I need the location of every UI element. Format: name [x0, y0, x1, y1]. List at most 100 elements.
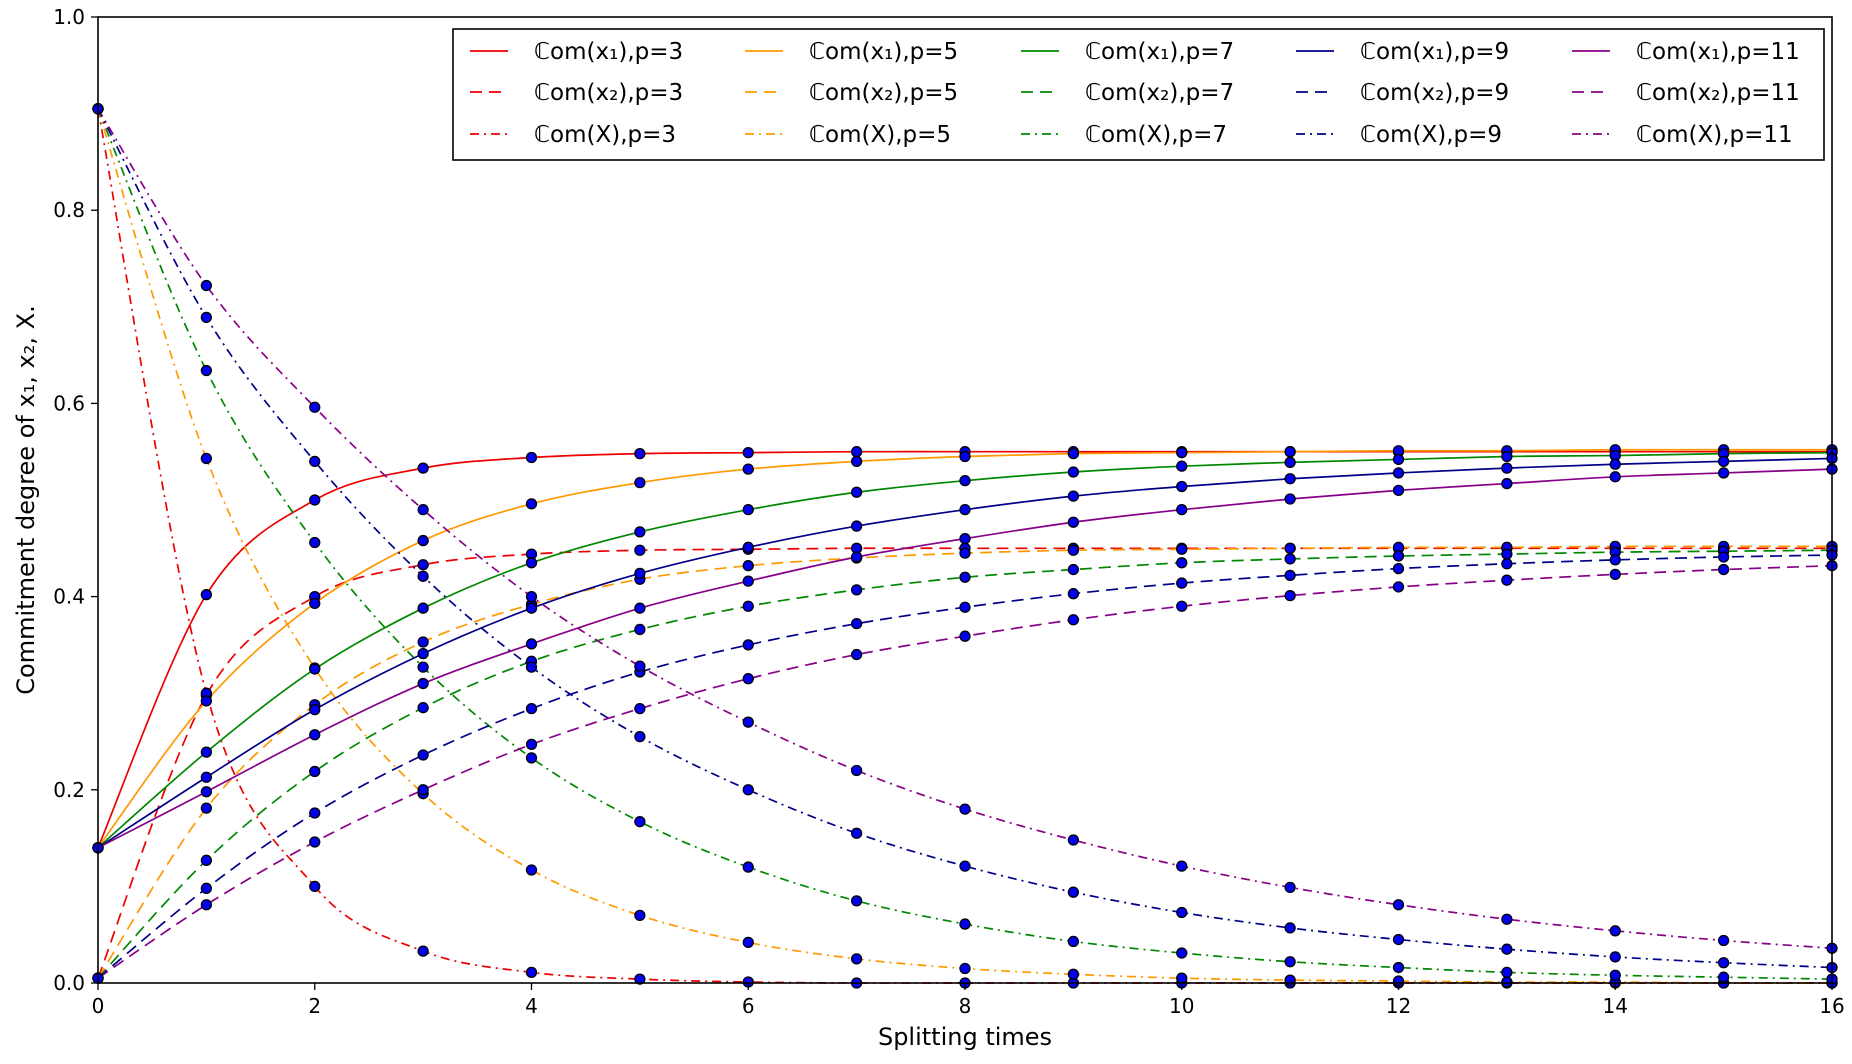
- data-point: [634, 567, 646, 580]
- data-point: [1392, 453, 1405, 466]
- data-point: [309, 807, 321, 819]
- data-point: [959, 475, 971, 487]
- data-point: [742, 600, 754, 612]
- y-tick-label: 0.2: [53, 778, 85, 802]
- legend-item: ℂom(x₁),p=5: [745, 39, 958, 65]
- data-point: [417, 702, 429, 714]
- data-point: [959, 803, 971, 815]
- data-point: [417, 784, 429, 796]
- data-point: [525, 557, 538, 569]
- data-point: [1067, 447, 1080, 460]
- data-point: [850, 617, 863, 630]
- data-point: [1392, 562, 1405, 575]
- data-point: [959, 504, 971, 516]
- data-point: [634, 526, 646, 538]
- data-point: [959, 630, 971, 642]
- data-point: [1501, 548, 1513, 560]
- data-point: [634, 909, 646, 922]
- data-point: [959, 918, 971, 930]
- data-point: [959, 547, 971, 559]
- data-point: [1609, 458, 1621, 470]
- data-point: [525, 738, 538, 751]
- data-point: [742, 575, 754, 587]
- data-point: [850, 953, 863, 965]
- data-point: [850, 520, 863, 532]
- data-point: [417, 945, 429, 957]
- legend-item: ℂom(X),p=7: [1021, 122, 1227, 148]
- legend-item: ℂom(x₂),p=11: [1572, 80, 1800, 106]
- data-point: [200, 452, 213, 465]
- y-tick-label: 0.8: [53, 198, 85, 222]
- legend-label: ℂom(X),p=3: [534, 122, 676, 148]
- legend-item: ℂom(x₁),p=3: [470, 39, 683, 65]
- data-point: [1284, 569, 1296, 581]
- data-point: [417, 534, 429, 547]
- data-point: [959, 571, 971, 583]
- data-point: [634, 703, 646, 715]
- legend: ℂom(x₁),p=3 ℂom(x₂),p=3 ℂom(X),p=3 ℂom(x₁),…: [452, 28, 1825, 161]
- data-point: [417, 570, 429, 582]
- series-line-x1-p7: [97, 451, 1833, 849]
- data-point: [525, 590, 538, 603]
- data-point: [634, 623, 646, 636]
- data-point: [1501, 976, 1513, 988]
- axis-layer: 0 2 4 6 8 10 12 14 16 0.0 0.2 0.4 0.6 0.8 1.0: [53, 5, 1845, 1018]
- data-point: [417, 647, 429, 660]
- data-point: [525, 966, 538, 979]
- data-point: [850, 455, 863, 468]
- data-point: [1501, 913, 1513, 925]
- legend-label: ℂom(x₂),p=3: [534, 80, 683, 106]
- data-point: [1609, 969, 1621, 981]
- data-point: [850, 551, 863, 563]
- data-point: [1067, 490, 1080, 502]
- data-point: [850, 446, 863, 458]
- data-point: [1067, 834, 1080, 846]
- series-line-X-p3: [97, 108, 1832, 984]
- data-point: [959, 450, 971, 463]
- series-line-x1-p5: [97, 448, 1832, 849]
- x-tick-label: 6: [742, 994, 755, 1018]
- data-point: [309, 663, 321, 675]
- data-point: [1284, 446, 1296, 458]
- legend-item: ℂom(x₂),p=7: [1021, 80, 1234, 106]
- data-point: [525, 661, 538, 673]
- data-point: [1609, 951, 1621, 963]
- legend-label: ℂom(x₂),p=9: [1360, 80, 1509, 106]
- legend-item: ℂom(x₂),p=9: [1296, 80, 1509, 106]
- data-point: [742, 504, 754, 516]
- data-point: [200, 746, 213, 758]
- data-point: [959, 532, 971, 545]
- data-point: [525, 638, 538, 650]
- data-point: [742, 673, 754, 685]
- data-point: [309, 703, 321, 716]
- data-point: [417, 636, 429, 648]
- data-point: [1067, 935, 1080, 948]
- data-point: [1067, 886, 1080, 898]
- data-point: [1176, 543, 1188, 555]
- x-tick-label: 16: [1819, 994, 1844, 1018]
- data-point: [1284, 922, 1296, 934]
- data-point: [309, 765, 321, 778]
- data-point: [959, 860, 971, 872]
- data-point: [850, 648, 863, 661]
- data-point: [1176, 460, 1188, 472]
- data-point: [1392, 899, 1405, 911]
- data-point: [742, 463, 754, 475]
- data-point: [1609, 471, 1621, 483]
- data-point: [1176, 557, 1188, 569]
- data-point: [1501, 943, 1513, 955]
- data-point: [742, 560, 754, 572]
- data-point: [309, 494, 321, 506]
- data-point: [1717, 971, 1730, 983]
- data-point: [200, 802, 213, 814]
- legend-label: ℂom(x₁),p=11: [1636, 39, 1800, 65]
- data-point: [1609, 568, 1621, 581]
- data-point: [200, 786, 213, 798]
- data-point: [1176, 906, 1188, 919]
- data-point: [1717, 563, 1730, 576]
- data-point: [200, 311, 213, 324]
- data-point: [634, 660, 646, 672]
- legend-item: ℂom(x₂),p=5: [745, 80, 958, 106]
